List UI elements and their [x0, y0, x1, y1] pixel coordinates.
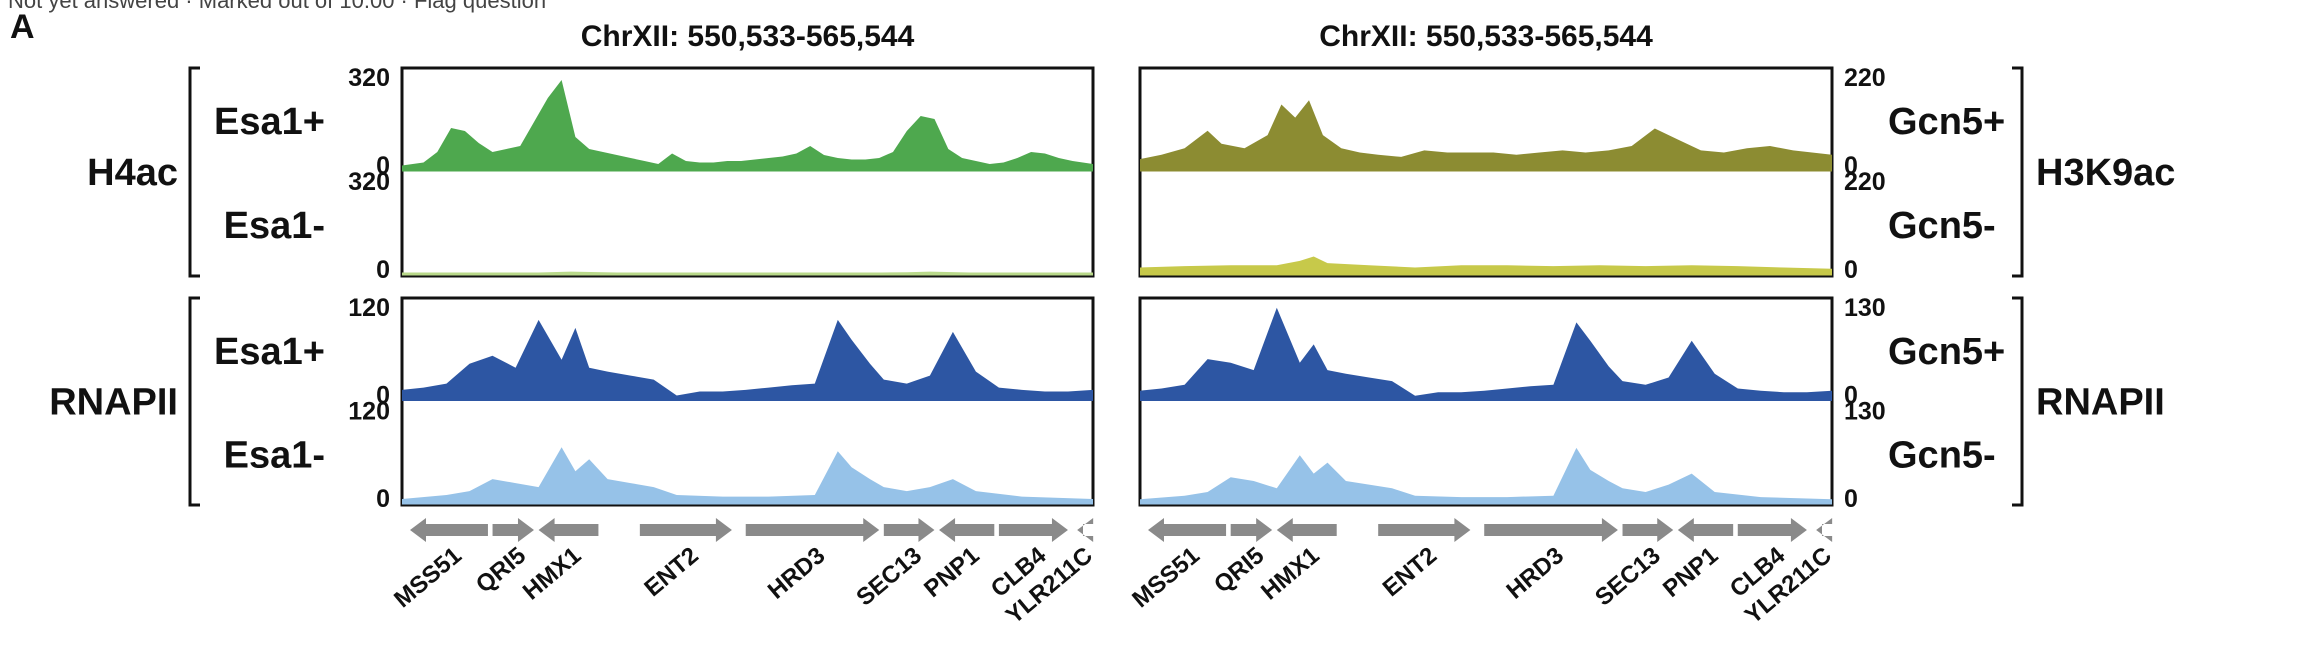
y-tick-label: 130 [1844, 398, 1886, 426]
gene-arrow [939, 518, 995, 542]
y-tick-label: 220 [1844, 64, 1886, 92]
y-tick-label: 0 [376, 485, 390, 513]
gene-arrow [1378, 518, 1471, 542]
y-tick-label: 0 [376, 152, 390, 180]
question-status-text: Not yet answered · Marked out of 10.00 ·… [8, 0, 547, 13]
y-tick-label: 0 [376, 256, 390, 284]
gene-label: PNP1 [1658, 542, 1723, 603]
track-label: Gcn5+ [1888, 101, 2005, 143]
gene-arrow [998, 518, 1068, 542]
gene-arrow [538, 518, 599, 542]
y-tick-label: 120 [348, 398, 390, 426]
y-tick-label: 320 [348, 168, 390, 196]
signal-area [1140, 100, 1832, 170]
y-tick-label: 120 [348, 294, 390, 322]
signal-area [402, 80, 1093, 170]
gene-arrow [883, 518, 935, 542]
group-label: H3K9ac [2036, 152, 2175, 194]
y-tick-label: 130 [1844, 294, 1886, 322]
signal-area [1140, 307, 1832, 400]
gene-label: MSS51 [389, 542, 467, 613]
y-tick-label: 220 [1844, 168, 1886, 196]
gene-label: HMX1 [518, 542, 586, 606]
gene-arrow [1677, 518, 1734, 542]
gene-arrow [1737, 518, 1807, 542]
track-label: Esa1- [224, 205, 325, 247]
track-label: Esa1+ [214, 101, 325, 143]
gene-label: ENT2 [1378, 542, 1442, 602]
gene-label: SEC13 [851, 542, 927, 612]
gene-arrow [410, 518, 488, 542]
panel-title: ChrXII: 550,533-565,544 [581, 20, 915, 53]
y-tick-label: 0 [1844, 152, 1858, 180]
gene-arrow [1484, 518, 1618, 542]
gene-arrow [1148, 518, 1227, 542]
gene-arrow [492, 518, 534, 542]
track-label: Gcn5- [1888, 434, 1996, 476]
gene-arrow [1622, 518, 1674, 542]
group-label: H4ac [87, 152, 178, 194]
track-label: Gcn5- [1888, 205, 1996, 247]
panel-title: ChrXII: 550,533-565,544 [1319, 20, 1653, 53]
gene-label: HMX1 [1256, 542, 1324, 606]
question-header: Not yet answered · Marked out of 10.00 ·… [8, 0, 546, 14]
gene-label: SEC13 [1590, 542, 1666, 612]
gene-label: PNP1 [919, 542, 984, 603]
gene-arrow [639, 518, 732, 542]
group-label: RNAPII [2036, 382, 2165, 424]
track-label: Gcn5+ [1888, 331, 2005, 373]
panel-letter: A [10, 8, 35, 46]
y-tick-label: 0 [1844, 382, 1858, 410]
gene-label: MSS51 [1127, 542, 1205, 613]
track-label: Esa1- [224, 434, 325, 476]
signal-area [1140, 447, 1832, 503]
track-frame [400, 66, 1095, 278]
track-frame [1138, 296, 1834, 507]
gene-label: ENT2 [639, 542, 703, 602]
gene-arrow [1077, 518, 1094, 542]
y-tick-label: 0 [376, 382, 390, 410]
gene-arrow [1230, 518, 1273, 542]
gene-arrow [1276, 518, 1337, 542]
signal-area [402, 319, 1093, 400]
group-bracket [188, 66, 200, 278]
y-tick-label: 0 [1844, 485, 1858, 513]
track-frame [1138, 66, 1834, 278]
group-bracket [2012, 296, 2024, 507]
gene-arrow [745, 518, 880, 542]
group-bracket [2012, 66, 2024, 278]
track-label: Esa1+ [214, 331, 325, 373]
gene-label: HRD3 [1502, 542, 1569, 605]
y-tick-label: 320 [348, 64, 390, 92]
group-label: RNAPII [49, 382, 178, 424]
signal-area [402, 447, 1093, 503]
gene-arrow [1816, 518, 1833, 542]
gene-label: HRD3 [763, 542, 830, 605]
y-tick-label: 0 [1844, 256, 1858, 284]
track-frame [400, 296, 1095, 507]
group-bracket [188, 296, 200, 507]
signal-area [1140, 256, 1832, 274]
